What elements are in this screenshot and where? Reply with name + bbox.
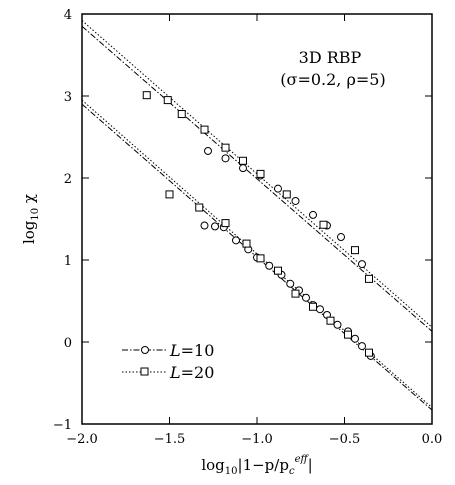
- data-point-square: [142, 91, 151, 100]
- axis-ticks: −2.0 −1.5 −1.0 −0.5 0.0 −1 0 1 2 3 4: [53, 8, 443, 447]
- data-point-square: [200, 125, 209, 134]
- data-point-circle: [337, 233, 345, 242]
- data-point-circle: [200, 221, 209, 230]
- data-point-square: [221, 143, 230, 152]
- data-point-circle: [232, 236, 240, 245]
- data-point-circle: [351, 334, 359, 343]
- data-point-square: [256, 254, 265, 263]
- y-tick-label: 3: [64, 90, 72, 105]
- x-tick-label: −1.5: [154, 432, 186, 447]
- legend-entry-l20: L=20: [122, 363, 214, 382]
- fit-line: [81, 25, 433, 332]
- data-point-circle: [358, 260, 366, 269]
- data-point-circle: [274, 184, 282, 193]
- y-tick-label: 1: [64, 254, 72, 269]
- data-point-square: [274, 266, 282, 275]
- data-point-square: [163, 96, 172, 105]
- data-point-circle: [286, 279, 295, 288]
- data-point-square: [221, 219, 230, 228]
- data-point-circle: [302, 293, 310, 302]
- legend-entry-l10: L=10: [122, 341, 214, 360]
- y-tick-label: −1: [53, 418, 72, 433]
- y-tick-label: 2: [64, 172, 72, 187]
- data-point-square: [344, 330, 352, 339]
- data-point-circle: [204, 146, 212, 155]
- data-point-square: [365, 348, 373, 357]
- legend-marker-square: [140, 367, 149, 376]
- annotation-line-2: (σ=0.2, ρ=5): [280, 70, 385, 89]
- fit-line: [81, 99, 433, 408]
- data-point-square: [319, 220, 328, 229]
- data-point-circle: [211, 222, 219, 231]
- legend-marker-circle: [141, 346, 149, 354]
- x-tick-label: −1.0: [241, 432, 273, 447]
- fit-line: [81, 20, 433, 328]
- data-point-square: [309, 302, 317, 311]
- annotation-line-1: 3D RBP: [299, 48, 362, 67]
- data-point-square: [282, 190, 291, 199]
- x-axis-label: log10|1−p/pceff|: [201, 454, 312, 477]
- data-point-circle: [265, 261, 274, 270]
- data-point-square: [177, 110, 186, 119]
- data-point-square: [256, 169, 265, 178]
- data-point-square: [195, 203, 204, 212]
- data-point-circle: [333, 320, 342, 329]
- x-tick-label: 0.0: [422, 432, 443, 447]
- legend-label-l20: L=20: [169, 363, 214, 382]
- data-point-circle: [239, 164, 247, 173]
- y-axis-label: log10 χ: [20, 194, 41, 244]
- data-point-square: [242, 239, 251, 248]
- x-tick-label: −0.5: [329, 432, 361, 447]
- x-tick-label: −2.0: [66, 432, 98, 447]
- data-point-circle: [358, 342, 366, 351]
- legend: L=10 L=20: [122, 341, 214, 382]
- y-tick-label: 4: [64, 8, 72, 23]
- data-points: [142, 91, 375, 360]
- data-point-square: [165, 190, 174, 199]
- data-point-square: [239, 156, 247, 165]
- data-point-circle: [316, 305, 324, 314]
- data-point-square: [291, 289, 300, 298]
- legend-label-l10: L=10: [169, 341, 214, 360]
- y-tick-label: 0: [64, 336, 72, 351]
- data-point-square: [326, 316, 335, 325]
- data-point-square: [365, 274, 373, 283]
- data-point-square: [351, 246, 359, 255]
- data-point-circle: [309, 210, 317, 219]
- data-point-circle: [221, 154, 230, 163]
- data-point-circle: [291, 196, 300, 205]
